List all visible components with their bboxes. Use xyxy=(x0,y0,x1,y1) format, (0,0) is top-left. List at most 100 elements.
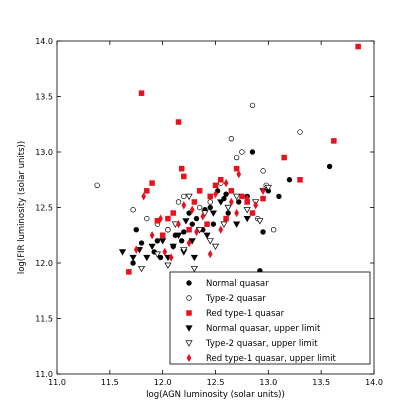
data-point xyxy=(196,204,203,211)
data-point xyxy=(253,201,259,210)
data-marks xyxy=(94,43,361,275)
data-point xyxy=(129,254,137,262)
data-point xyxy=(239,149,245,155)
data-point xyxy=(297,129,303,135)
legend-marker xyxy=(186,353,192,363)
legend-label: Type-2 quasar xyxy=(205,294,266,304)
legend-marker xyxy=(186,280,192,286)
legend: Normal quasar Type-2 quasar Red type-1 qua… xyxy=(169,271,371,365)
data-point xyxy=(144,188,150,194)
x-tick-label: 12.0 xyxy=(154,378,172,387)
data-point xyxy=(264,184,272,192)
data-point xyxy=(281,154,287,161)
legend-label: Red type-1 quasar, upper limit xyxy=(206,354,337,364)
data-point xyxy=(228,197,234,207)
y-tick-label: 13.0 xyxy=(35,148,53,157)
data-point xyxy=(186,238,192,248)
data-point xyxy=(218,177,224,183)
legend-label: Normal quasar, upper limit xyxy=(206,324,321,334)
data-point xyxy=(217,199,225,206)
series-5 xyxy=(133,170,266,262)
data-point xyxy=(213,190,218,199)
data-point xyxy=(178,238,185,244)
data-point xyxy=(164,262,172,269)
data-point xyxy=(182,218,190,225)
data-point xyxy=(260,195,266,202)
data-point xyxy=(239,193,245,200)
data-point xyxy=(228,188,235,194)
data-point xyxy=(191,199,198,205)
data-point xyxy=(276,193,282,200)
y-tick-label: 12.5 xyxy=(35,204,53,213)
legend-entry: Type-2 quasar xyxy=(186,294,266,304)
data-point xyxy=(249,149,256,155)
data-point xyxy=(190,254,198,262)
x-tick-label: 11.0 xyxy=(48,378,66,387)
data-point xyxy=(223,178,229,188)
data-point xyxy=(233,193,241,201)
data-point xyxy=(212,182,219,189)
data-point xyxy=(143,254,151,262)
x-axis-label: log(AGN luminosity (solar units)) xyxy=(146,390,285,400)
data-point xyxy=(181,201,187,210)
data-point xyxy=(159,232,166,239)
data-point xyxy=(223,215,229,222)
data-point xyxy=(181,193,187,200)
y-tick-label: 11.5 xyxy=(35,315,53,324)
legend-label: Red type-1 quasar xyxy=(206,309,285,319)
data-point xyxy=(196,188,203,194)
legend-marker xyxy=(186,310,192,316)
data-point xyxy=(233,154,240,161)
data-point xyxy=(188,238,196,245)
data-point xyxy=(243,216,251,223)
data-point xyxy=(133,245,139,254)
data-point xyxy=(138,240,145,246)
data-point xyxy=(118,249,127,256)
data-point xyxy=(225,210,231,216)
data-point xyxy=(169,243,177,251)
data-point xyxy=(181,229,187,235)
data-point xyxy=(233,165,240,172)
data-point xyxy=(249,210,256,216)
data-point xyxy=(228,135,235,142)
x-tick-label: 12.5 xyxy=(207,378,225,387)
data-point xyxy=(175,199,182,205)
legend-entry: Normal quasar, upper limit xyxy=(185,324,321,334)
data-point xyxy=(194,227,199,237)
data-point xyxy=(178,165,185,172)
data-point xyxy=(260,229,266,235)
data-point xyxy=(154,238,161,244)
y-tick-label: 12.0 xyxy=(35,259,53,268)
data-point xyxy=(137,265,146,273)
legend-marker xyxy=(185,340,193,347)
axis-ticks: 11.0 11.5 12.0 12.5 13.0 13.5 14.0 11.0 11.5 12.0… xyxy=(35,37,383,387)
data-point xyxy=(244,194,250,203)
legend-box xyxy=(169,271,371,365)
data-point xyxy=(162,247,168,257)
data-point xyxy=(144,215,150,222)
data-point xyxy=(165,227,171,233)
data-point xyxy=(153,251,161,258)
data-point xyxy=(206,238,214,245)
data-point xyxy=(211,243,220,251)
data-point xyxy=(141,192,146,201)
data-point xyxy=(176,219,181,229)
data-point xyxy=(331,138,337,144)
legend-label: Normal quasar xyxy=(206,279,269,289)
x-tick-label: 14.0 xyxy=(365,378,383,387)
data-point xyxy=(210,221,217,227)
data-point xyxy=(165,215,171,222)
data-point xyxy=(207,193,213,200)
data-point xyxy=(126,269,132,275)
data-point xyxy=(209,210,217,217)
legend-label: Type-2 quasar, upper limit xyxy=(205,339,318,349)
data-point xyxy=(174,232,183,239)
data-point xyxy=(260,186,266,196)
data-point xyxy=(286,177,293,183)
x-tick-label: 11.5 xyxy=(101,378,119,387)
data-point xyxy=(297,177,303,183)
data-point xyxy=(256,218,264,225)
data-point xyxy=(168,253,174,262)
data-point xyxy=(148,243,156,251)
data-point xyxy=(193,215,200,222)
